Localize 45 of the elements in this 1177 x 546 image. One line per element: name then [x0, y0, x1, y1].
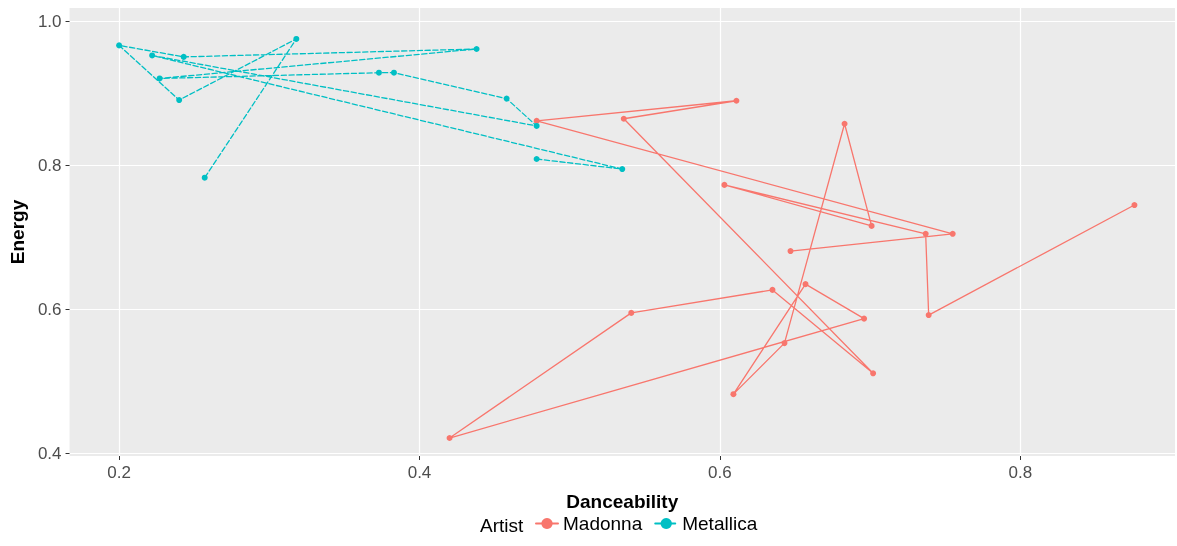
- legend-label: Madonna: [563, 513, 643, 534]
- x-tick-label: 0.6: [708, 463, 732, 482]
- point: [922, 230, 929, 237]
- point: [870, 370, 877, 377]
- point: [730, 391, 737, 398]
- point: [156, 75, 163, 82]
- point: [781, 340, 788, 347]
- point: [116, 42, 123, 49]
- point: [176, 97, 183, 104]
- y-tick-label: 0.4: [37, 443, 62, 463]
- point: [1131, 202, 1138, 209]
- point: [721, 181, 728, 188]
- legend-label: Metallica: [682, 513, 758, 534]
- point: [533, 156, 540, 163]
- point: [628, 309, 635, 316]
- point: [620, 115, 627, 122]
- point: [841, 120, 848, 127]
- point: [446, 435, 453, 442]
- point: [201, 174, 208, 181]
- y-tick-label: 1.0: [37, 12, 62, 32]
- point: [868, 222, 875, 229]
- x-tick-label: 0.4: [407, 463, 432, 482]
- y-tick-label: 0.8: [37, 155, 62, 175]
- y-axis-title: Energy: [7, 199, 28, 265]
- point: [619, 166, 626, 173]
- point: [293, 35, 300, 42]
- point: [861, 315, 868, 322]
- point: [180, 53, 187, 60]
- point: [390, 69, 397, 76]
- point: [503, 95, 510, 102]
- point: [949, 230, 956, 237]
- legend-title: Artist: [480, 515, 524, 536]
- x-axis-title: Danceability: [566, 491, 679, 512]
- point: [733, 97, 740, 104]
- point: [802, 281, 809, 288]
- point: [787, 248, 794, 255]
- point: [769, 286, 776, 293]
- point: [473, 45, 480, 52]
- y-tick-label: 0.6: [37, 299, 62, 319]
- point: [149, 52, 156, 59]
- point: [533, 122, 540, 129]
- point: [375, 69, 382, 76]
- point: [925, 312, 932, 319]
- x-tick-label: 0.2: [107, 463, 131, 482]
- x-tick-label: 0.8: [1008, 463, 1033, 482]
